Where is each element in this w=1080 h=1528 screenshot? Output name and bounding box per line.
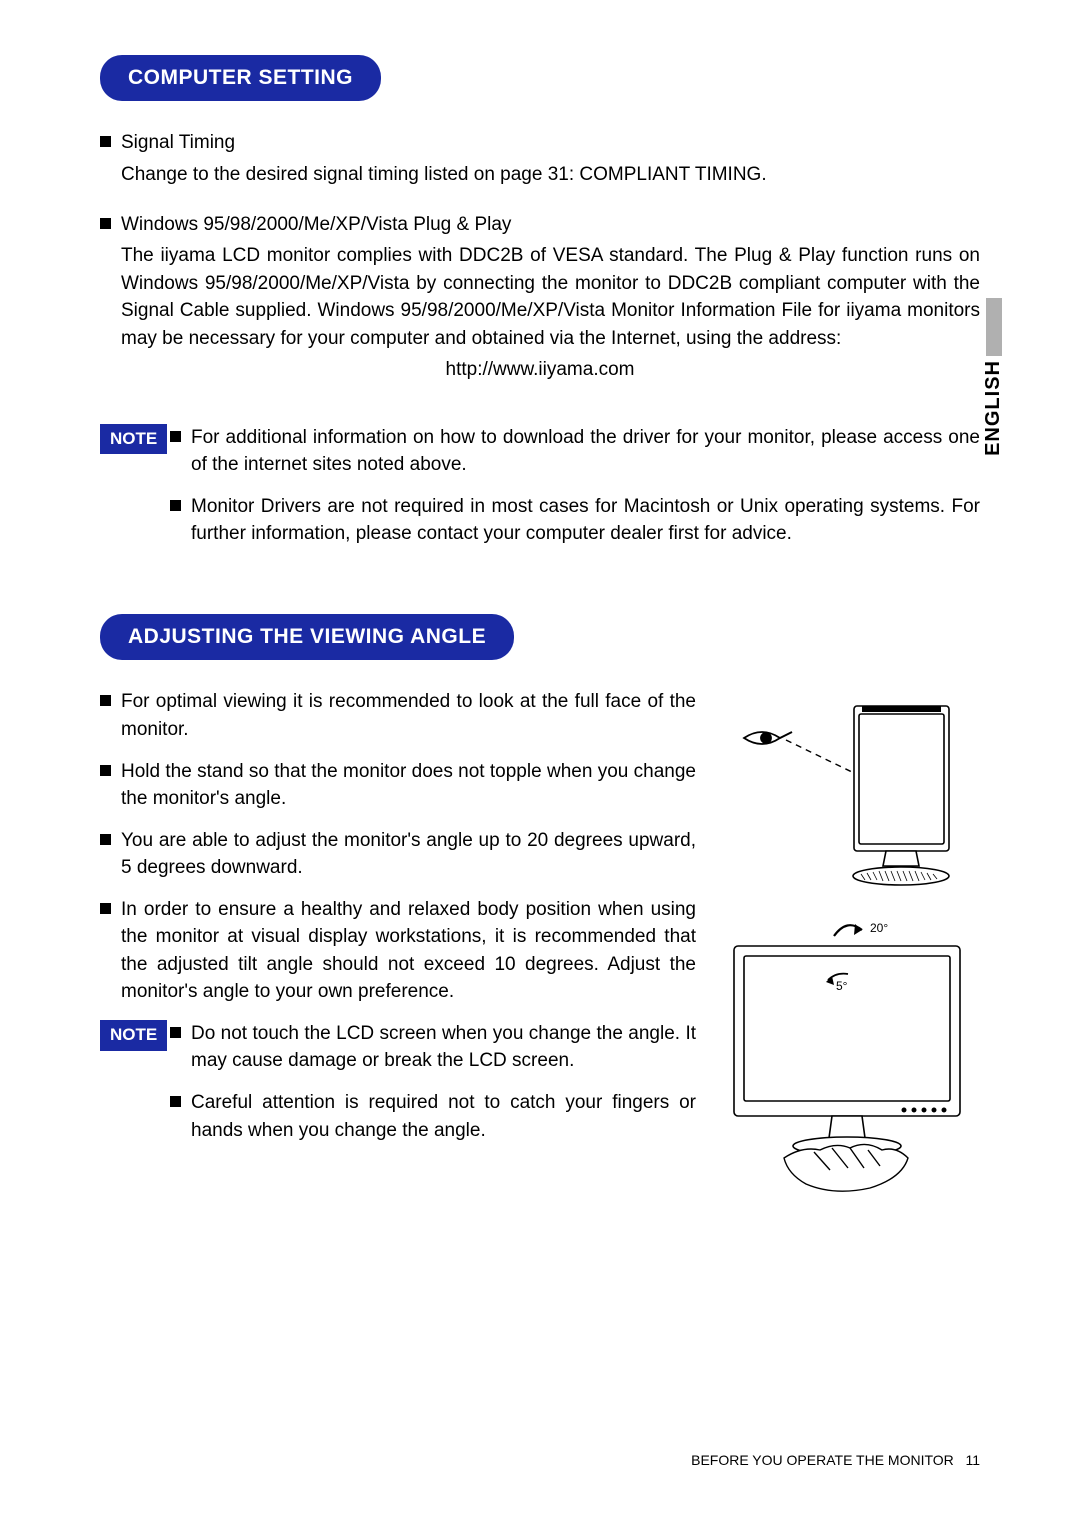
- bullet-text: For optimal viewing it is recommended to…: [121, 688, 696, 743]
- bullet-text: Hold the stand so that the monitor does …: [121, 758, 696, 813]
- square-bullet-icon: [170, 500, 181, 511]
- bullet-item: You are able to adjust the monitor's ang…: [100, 827, 696, 882]
- bullet-title-signal-timing: Signal Timing: [121, 129, 980, 157]
- page-footer: BEFORE YOU OPERATE THE MONITOR 11: [691, 1450, 980, 1470]
- footer-page: 11: [965, 1452, 980, 1468]
- note-item: Monitor Drivers are not required in most…: [170, 493, 980, 548]
- square-bullet-icon: [170, 1096, 181, 1107]
- tilt-down-label: 5°: [836, 979, 848, 993]
- url-iiyama: http://www.iiyama.com: [100, 356, 980, 384]
- figure-monitor-tilt: 20° 5°: [714, 906, 980, 1206]
- language-tab-label: ENGLISH: [979, 360, 1008, 456]
- bullet-item: Hold the stand so that the monitor does …: [100, 758, 696, 813]
- square-bullet-icon: [100, 903, 111, 914]
- figure-monitor-sightline: [714, 688, 980, 898]
- note-badge: NOTE: [100, 1020, 167, 1051]
- body-signal-timing: Change to the desired signal timing list…: [100, 161, 980, 189]
- note-item: For additional information on how to dow…: [170, 424, 980, 479]
- note-badge: NOTE: [100, 424, 167, 455]
- square-bullet-icon: [100, 695, 111, 706]
- square-bullet-icon: [100, 136, 111, 147]
- square-bullet-icon: [170, 1027, 181, 1038]
- note-item: Careful attention is required not to cat…: [170, 1089, 696, 1144]
- bullet-signal-timing: Signal Timing: [100, 129, 980, 157]
- note-text: Do not touch the LCD screen when you cha…: [191, 1020, 696, 1075]
- square-bullet-icon: [100, 765, 111, 776]
- note-block-2: NOTE Do not touch the LCD screen when yo…: [100, 1020, 696, 1158]
- language-tab: ENGLISH: [979, 298, 1008, 456]
- language-tab-bar: [986, 298, 1002, 356]
- bullet-text: In order to ensure a healthy and relaxed…: [121, 896, 696, 1006]
- square-bullet-icon: [100, 834, 111, 845]
- square-bullet-icon: [100, 218, 111, 229]
- note-text: Careful attention is required not to cat…: [191, 1089, 696, 1144]
- note-text: For additional information on how to dow…: [191, 424, 980, 479]
- bullet-item: In order to ensure a healthy and relaxed…: [100, 896, 696, 1006]
- note-block-1: NOTE For additional information on how t…: [100, 424, 980, 562]
- body-plug-and-play: The iiyama LCD monitor complies with DDC…: [100, 242, 980, 352]
- note-item: Do not touch the LCD screen when you cha…: [170, 1020, 696, 1075]
- heading-adjusting-angle: ADJUSTING THE VIEWING ANGLE: [100, 614, 514, 660]
- section-adjusting-angle: ADJUSTING THE VIEWING ANGLE For optimal …: [100, 614, 980, 1206]
- section2-text-column: For optimal viewing it is recommended to…: [100, 688, 714, 1206]
- bullet-item: For optimal viewing it is recommended to…: [100, 688, 696, 743]
- note-text: Monitor Drivers are not required in most…: [191, 493, 980, 548]
- bullet-title-plug-and-play: Windows 95/98/2000/Me/XP/Vista Plug & Pl…: [121, 211, 980, 239]
- footer-text: BEFORE YOU OPERATE THE MONITOR: [691, 1452, 954, 1468]
- section2-figures: 20° 5°: [714, 688, 980, 1206]
- bullet-plug-and-play: Windows 95/98/2000/Me/XP/Vista Plug & Pl…: [100, 211, 980, 239]
- square-bullet-icon: [170, 431, 181, 442]
- bullet-text: You are able to adjust the monitor's ang…: [121, 827, 696, 882]
- section-computer-setting: COMPUTER SETTING Signal Timing Change to…: [100, 55, 980, 562]
- heading-computer-setting: COMPUTER SETTING: [100, 55, 381, 101]
- tilt-up-label: 20°: [870, 921, 888, 935]
